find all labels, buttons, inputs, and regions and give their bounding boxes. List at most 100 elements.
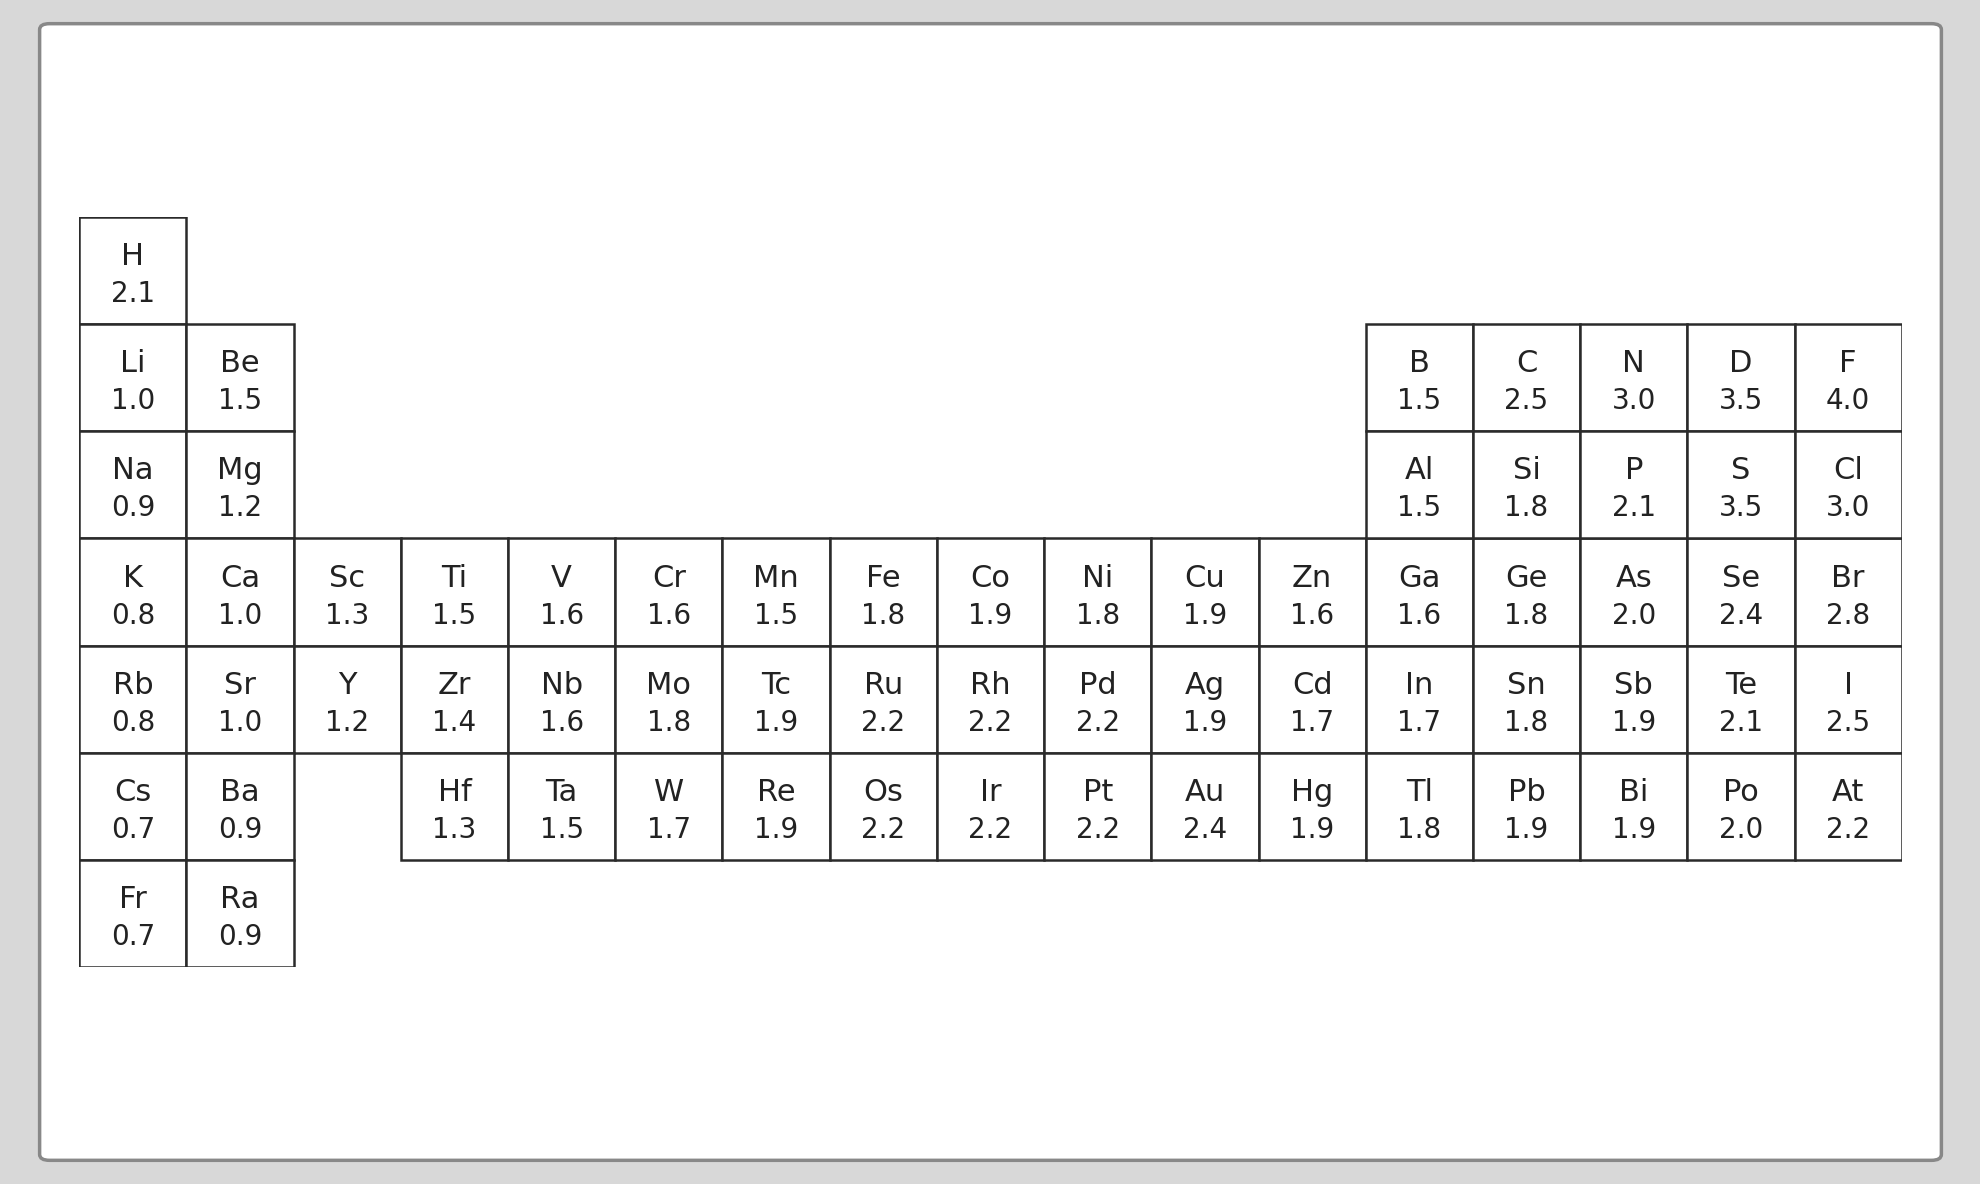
Bar (79, 539, 186, 645)
Bar (937, 539, 1043, 645)
Text: Ni: Ni (1081, 564, 1113, 592)
Bar (79, 431, 186, 539)
Bar (400, 539, 507, 645)
Text: Li: Li (121, 349, 145, 378)
Text: Au: Au (1184, 778, 1224, 807)
Text: 1.6: 1.6 (539, 601, 584, 630)
Text: 4.0: 4.0 (1826, 387, 1869, 416)
Text: Re: Re (756, 778, 796, 807)
Text: 1.9: 1.9 (1182, 601, 1226, 630)
Text: 3.0: 3.0 (1612, 387, 1655, 416)
Text: Ga: Ga (1398, 564, 1439, 592)
Text: 2.1: 2.1 (1719, 709, 1762, 736)
Text: 1.5: 1.5 (754, 601, 798, 630)
Bar (79, 753, 186, 860)
Text: W: W (653, 778, 683, 807)
Text: Co: Co (970, 564, 1010, 592)
Text: Se: Se (1721, 564, 1758, 592)
Text: Cr: Cr (651, 564, 685, 592)
Text: Nb: Nb (541, 671, 582, 700)
Bar (1580, 645, 1687, 753)
Bar (1043, 645, 1150, 753)
Bar (1364, 645, 1473, 753)
Text: S: S (1731, 456, 1750, 485)
Text: 1.9: 1.9 (1612, 709, 1655, 736)
Text: 1.8: 1.8 (861, 601, 905, 630)
Bar (616, 753, 723, 860)
Text: K: K (123, 564, 143, 592)
Text: 2.2: 2.2 (1075, 709, 1119, 736)
Text: 0.7: 0.7 (111, 816, 154, 844)
Text: 1.5: 1.5 (432, 601, 477, 630)
Text: Mo: Mo (645, 671, 691, 700)
Text: V: V (550, 564, 572, 592)
Text: 2.2: 2.2 (1075, 816, 1119, 844)
Text: 0.8: 0.8 (111, 709, 154, 736)
Text: 1.3: 1.3 (432, 816, 477, 844)
Text: 1.6: 1.6 (1396, 601, 1441, 630)
Text: 0.9: 0.9 (111, 495, 154, 522)
Text: Be: Be (220, 349, 259, 378)
Text: 1.6: 1.6 (1289, 601, 1333, 630)
Text: 2.2: 2.2 (1826, 816, 1869, 844)
Bar (1364, 431, 1473, 539)
Bar (1580, 324, 1687, 431)
Bar (1794, 324, 1901, 431)
Text: Ca: Ca (220, 564, 259, 592)
Text: Te: Te (1725, 671, 1756, 700)
Text: Mn: Mn (752, 564, 798, 592)
Text: 2.0: 2.0 (1719, 816, 1762, 844)
Text: D: D (1729, 349, 1752, 378)
Bar (1580, 539, 1687, 645)
Text: 1.8: 1.8 (1396, 816, 1441, 844)
Text: Ge: Ge (1505, 564, 1546, 592)
Bar (1687, 431, 1794, 539)
Bar (186, 860, 293, 967)
Text: Rb: Rb (113, 671, 152, 700)
Text: Fe: Fe (865, 564, 901, 592)
Text: 1.0: 1.0 (111, 387, 154, 416)
Bar (1794, 431, 1901, 539)
Bar (1473, 324, 1580, 431)
Text: 2.1: 2.1 (111, 279, 154, 308)
Text: 1.9: 1.9 (968, 601, 1012, 630)
Text: Mg: Mg (218, 456, 263, 485)
Text: 0.7: 0.7 (111, 924, 154, 951)
Text: 1.6: 1.6 (539, 709, 584, 736)
Text: 2.0: 2.0 (1612, 601, 1655, 630)
Text: Ti: Ti (442, 564, 467, 592)
Text: 1.4: 1.4 (432, 709, 477, 736)
Text: Zn: Zn (1291, 564, 1333, 592)
Bar (186, 431, 293, 539)
Text: Cd: Cd (1291, 671, 1333, 700)
Bar (1043, 539, 1150, 645)
Text: 1.2: 1.2 (325, 709, 368, 736)
Bar (1257, 753, 1364, 860)
Bar (1687, 539, 1794, 645)
Text: Sn: Sn (1507, 671, 1544, 700)
Text: 2.5: 2.5 (1503, 387, 1548, 416)
Text: 2.4: 2.4 (1719, 601, 1762, 630)
Text: 1.9: 1.9 (754, 709, 798, 736)
Text: 1.9: 1.9 (754, 816, 798, 844)
Bar (830, 645, 937, 753)
Bar (937, 645, 1043, 753)
Bar (400, 645, 507, 753)
Text: 0.8: 0.8 (111, 601, 154, 630)
Text: In: In (1404, 671, 1434, 700)
Text: Pt: Pt (1081, 778, 1113, 807)
Text: 2.1: 2.1 (1612, 495, 1655, 522)
Bar (1473, 753, 1580, 860)
Bar (1473, 539, 1580, 645)
Text: 1.5: 1.5 (539, 816, 584, 844)
Text: Ru: Ru (863, 671, 903, 700)
Bar (79, 217, 186, 324)
Text: 2.4: 2.4 (1182, 816, 1226, 844)
Text: 1.6: 1.6 (647, 601, 691, 630)
Bar (186, 324, 293, 431)
Text: Ta: Ta (544, 778, 578, 807)
Bar (1794, 645, 1901, 753)
Text: B: B (1408, 349, 1430, 378)
Text: Pd: Pd (1079, 671, 1117, 700)
Text: At: At (1832, 778, 1863, 807)
